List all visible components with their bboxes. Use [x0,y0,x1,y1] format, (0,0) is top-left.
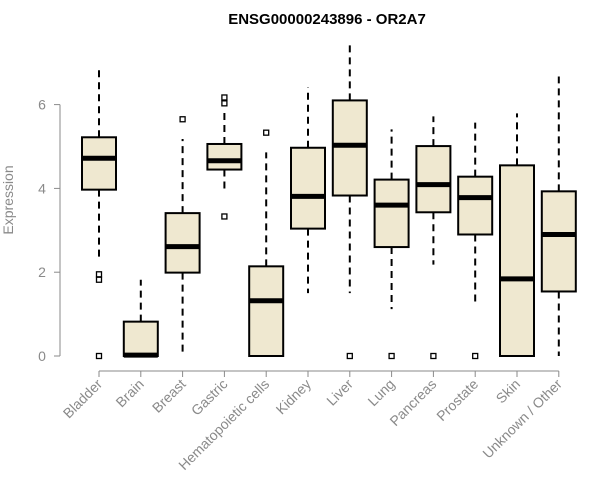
x-tick-label: Prostate [433,376,481,424]
x-tick-label: Kidney [273,376,315,418]
y-axis: 0 2 4 6 [38,97,61,364]
box-prostate [457,122,494,360]
boxes-group [81,41,577,360]
x-tick-label: Liver [323,376,356,409]
outlier-point [221,213,228,220]
box-iqr [540,190,577,293]
outlier-point [346,352,353,360]
box-kidney [290,87,326,294]
outlier-point [221,100,228,107]
y-tick-label: 6 [38,97,46,113]
box-bladder [81,68,117,360]
box-skin [499,113,535,357]
box-unknown-other [540,76,577,356]
box-iqr [415,145,452,214]
box-iqr [122,320,159,357]
x-tick-label: Bladder [60,376,106,422]
outlier-point [95,271,103,278]
box-iqr [373,178,410,249]
outlier-point [221,94,228,101]
box-gastric [206,94,243,220]
outlier-point [95,276,103,283]
box-iqr [499,164,535,357]
outlier-point [95,352,103,360]
outlier-point [430,352,437,360]
box-iqr [81,136,117,191]
x-tick-label: Lung [364,376,397,409]
outlier-point [263,129,270,136]
box-breast [164,116,201,356]
box-pancreas [415,116,452,360]
y-tick-label: 4 [38,180,46,196]
box-iqr [206,142,243,171]
y-tick-label: 2 [38,264,46,280]
outlier-point [472,352,479,360]
x-tick-label: Skin [493,376,524,407]
x-tick-label: Breast [149,376,189,416]
x-tick-label: Brain [112,376,146,410]
box-liver [331,41,368,360]
y-axis-label: Expression [0,165,16,234]
x-tick-label: Unknown / Other [479,376,565,462]
box-iqr [164,212,201,274]
box-hematopoietic-cells [248,129,285,358]
box-iqr [457,175,494,236]
box-iqr [248,265,285,358]
chart-title: ENSG00000243896 - OR2A7 [228,11,426,28]
y-tick-label: 0 [38,348,46,364]
outlier-point [179,116,186,123]
box-iqr [331,99,368,197]
box-iqr [290,146,326,230]
outlier-point [388,352,395,360]
box-lung [373,129,410,360]
box-brain [122,279,159,358]
